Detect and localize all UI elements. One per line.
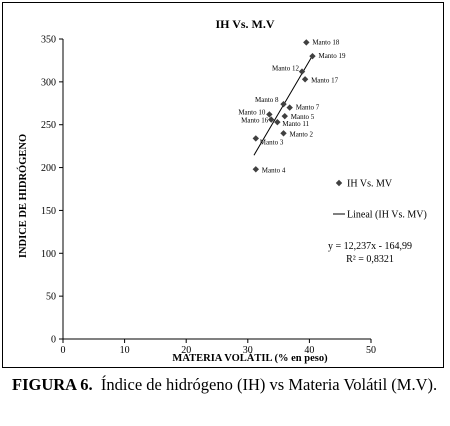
data-point-label: Manto 7 <box>296 104 320 112</box>
x-axis-label: MATERIA VOLÁTIL (% en peso) <box>172 352 328 364</box>
y-tick-label: 350 <box>41 35 56 46</box>
data-point-marker <box>252 135 260 142</box>
data-point-label: Manto 10 <box>238 108 266 116</box>
data-point-marker <box>280 100 287 108</box>
y-tick-label: 200 <box>41 163 56 174</box>
figure-caption-text: Índice de hidrógeno (IH) vs Materia Volá… <box>100 375 438 394</box>
data-point-marker <box>301 76 309 83</box>
data-point-marker <box>303 39 310 46</box>
legend-marker-scatter <box>335 179 343 187</box>
y-tick-label: 0 <box>51 335 56 346</box>
y-tick-label: 300 <box>41 77 56 88</box>
x-tick-label: 20 <box>181 345 191 356</box>
legend-label-scatter: IH Vs. MV <box>347 179 393 190</box>
data-point-label: Manto 11 <box>282 120 309 128</box>
data-point-label: Manto 8 <box>255 96 279 104</box>
data-point-label: Manto 18 <box>312 38 340 46</box>
data-point-marker <box>281 112 288 120</box>
y-tick-label: 100 <box>41 249 56 260</box>
data-point-marker <box>252 166 260 173</box>
equation-text: y = 12,237x - 164,99 <box>328 241 412 252</box>
chart-title: IH Vs. M.V <box>215 17 274 31</box>
data-point-label: Manto 3 <box>260 138 284 146</box>
x-tick-label: 40 <box>304 345 314 356</box>
figure-caption: FIGURA 6. Índice de hidrógeno (IH) vs Ma… <box>12 375 442 394</box>
y-tick-label: 150 <box>41 206 56 217</box>
data-point-label: Manto 5 <box>291 113 315 121</box>
data-point-label: Manto 17 <box>311 76 339 84</box>
data-point-label: Manto 2 <box>290 130 314 138</box>
r2-text: R² = 0,8321 <box>346 254 394 265</box>
data-point-marker <box>298 68 306 75</box>
x-tick-label: 10 <box>120 345 130 356</box>
data-point-marker <box>274 118 281 126</box>
data-point-marker <box>268 116 275 123</box>
figure-caption-label: FIGURA 6. <box>12 375 93 394</box>
data-point-label: Manto 12 <box>272 65 300 73</box>
data-point-marker <box>280 130 287 137</box>
chart-frame <box>2 2 444 368</box>
y-axis-label: INDICE DE HIDRÓGENO <box>17 134 29 258</box>
x-tick-label: 30 <box>243 345 253 356</box>
data-point-marker <box>286 104 293 111</box>
data-point-label: Manto 16 <box>241 117 269 125</box>
x-tick-label: 0 <box>61 345 66 356</box>
data-point-marker <box>309 52 316 60</box>
y-tick-label: 250 <box>41 120 56 131</box>
x-tick-label: 50 <box>366 345 376 356</box>
legend-label-line: Lineal (IH Vs. MV) <box>347 210 427 221</box>
data-point-marker <box>266 111 273 118</box>
data-point-label: Manto 19 <box>318 52 346 60</box>
data-point-label: Manto 4 <box>262 166 286 174</box>
y-tick-label: 50 <box>46 292 56 303</box>
